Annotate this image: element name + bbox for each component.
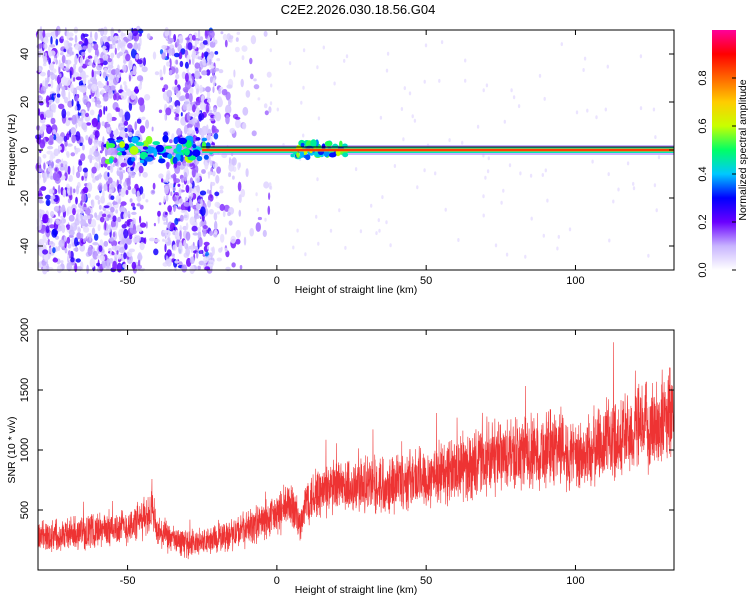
colorbar-gradient [712,30,736,270]
x-tick-label: 50 [420,275,432,287]
y-tick-label: -40 [19,238,31,254]
snr-x-ticks: -50 0 50 100 [120,330,585,587]
colorbar-ticks: 0.0 0.2 0.4 0.6 0.8 [697,70,736,278]
snr-y-axis-label: SNR (10 * v/v) [6,416,18,483]
y-tick-label: 20 [19,96,31,108]
y-tick-label: 2000 [19,318,31,342]
y-tick-label: 1000 [19,438,31,462]
colorbar-tick-label: 0.8 [697,70,709,85]
spectrogram-heatmap [35,25,675,275]
spectrogram-panel: -50 0 50 100 -40 -20 0 20 40 Height of straight… [6,25,675,296]
x-tick-label: -50 [120,575,136,587]
snr-y-ticks: 500 1000 1500 2000 [19,318,674,519]
y-tick-label: 0 [19,147,31,153]
x-tick-label: 100 [566,575,584,587]
snr-panel: -50 0 50 100 500 1000 1500 2000 Height of stra… [6,318,675,596]
colorbar-label: Normalized spectral amplitude [737,79,749,220]
colorbar-tick-label: 0.4 [697,166,709,181]
y-tick-label: 1500 [19,378,31,402]
spectrogram-y-ticks: -40 -20 0 20 40 [19,48,674,254]
colorbar: 0.0 0.2 0.4 0.6 0.8 Normalized spectral ampl… [697,30,749,278]
x-tick-label: -50 [120,275,136,287]
colorbar-tick-label: 0.6 [697,118,709,133]
snr-x-axis-label: Height of straight line (km) [295,584,418,596]
x-tick-label: 100 [566,275,584,287]
chart-title: C2E2.2026.030.18.56.G04 [281,2,436,17]
spectrogram-x-ticks: -50 0 50 100 [120,30,585,287]
x-tick-label: 0 [274,575,280,587]
colorbar-tick-label: 0.2 [697,214,709,229]
x-tick-label: 50 [420,575,432,587]
colorbar-tick-label: 0.0 [697,262,709,277]
spectrogram-x-axis-label: Height of straight line (km) [295,284,418,296]
x-tick-label: 0 [274,275,280,287]
spectrogram-y-axis-label: Frequency (Hz) [6,114,18,186]
y-tick-label: -20 [19,190,31,206]
y-tick-label: 40 [19,48,31,60]
y-tick-label: 500 [19,501,31,519]
snr-series-line [38,342,674,560]
